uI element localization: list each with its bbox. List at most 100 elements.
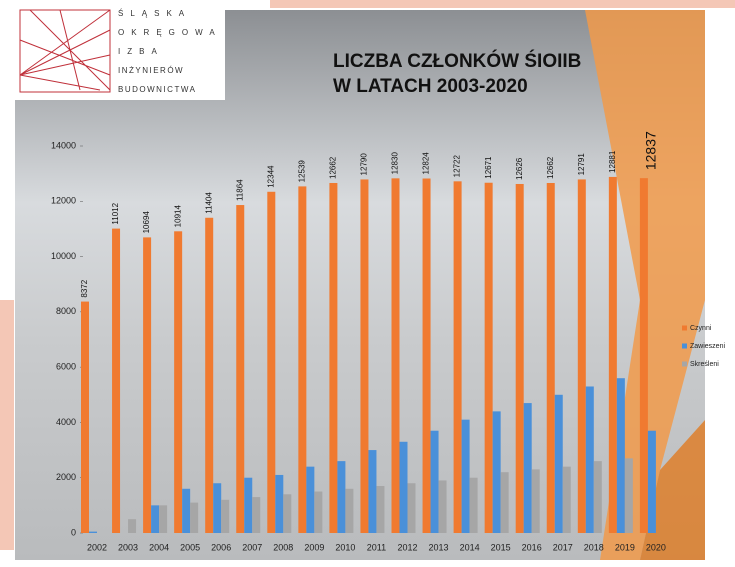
bar bbox=[298, 186, 307, 533]
legend-label: Zawieszeni bbox=[690, 343, 725, 350]
value-label: 10914 bbox=[173, 205, 182, 228]
value-label: 12791 bbox=[577, 153, 586, 176]
y-tick-label: 2000 bbox=[56, 472, 76, 482]
y-tick-label: 6000 bbox=[56, 362, 76, 372]
bar bbox=[577, 179, 586, 533]
value-label: 12881 bbox=[608, 150, 617, 173]
logo-box bbox=[15, 0, 225, 100]
bar bbox=[469, 477, 478, 533]
value-label: 12671 bbox=[484, 156, 493, 179]
bar bbox=[112, 228, 121, 533]
logo-line: INŻYNIERÓW bbox=[118, 66, 184, 75]
bar bbox=[244, 477, 253, 533]
bar bbox=[89, 531, 97, 533]
logo-line: ŚLĄSKA bbox=[118, 9, 191, 18]
bar bbox=[461, 419, 470, 533]
bar bbox=[213, 483, 222, 533]
bar bbox=[128, 519, 137, 533]
value-label: 12662 bbox=[546, 156, 555, 179]
legend-label: Czynni bbox=[690, 325, 712, 332]
bar bbox=[554, 394, 563, 533]
x-tick-label: 2004 bbox=[149, 542, 169, 552]
bar bbox=[624, 458, 633, 533]
x-tick-label: 2018 bbox=[584, 542, 604, 552]
x-tick-label: 2019 bbox=[615, 542, 635, 552]
logo-line: IZBA bbox=[118, 47, 164, 56]
bar bbox=[531, 469, 540, 533]
bar bbox=[639, 178, 648, 534]
bar bbox=[453, 181, 462, 533]
x-tick-label: 2006 bbox=[211, 542, 231, 552]
value-label: 11012 bbox=[111, 202, 120, 224]
value-label: 12837 bbox=[643, 131, 659, 170]
y-tick-label: 10000 bbox=[51, 251, 76, 261]
bar bbox=[407, 483, 416, 533]
x-tick-label: 2005 bbox=[180, 542, 200, 552]
bar bbox=[283, 494, 292, 533]
bar bbox=[182, 488, 191, 533]
value-label: 12662 bbox=[329, 156, 338, 179]
side-border bbox=[0, 300, 14, 550]
x-tick-label: 2011 bbox=[367, 542, 386, 552]
x-tick-label: 2009 bbox=[304, 542, 324, 552]
bar bbox=[345, 488, 354, 533]
x-tick-label: 2007 bbox=[242, 542, 262, 552]
bar bbox=[159, 505, 168, 533]
value-label: 11864 bbox=[235, 179, 244, 201]
value-label: 12722 bbox=[453, 155, 462, 178]
y-tick-label: 12000 bbox=[51, 196, 76, 206]
y-tick-label: 4000 bbox=[56, 417, 76, 427]
bar bbox=[430, 430, 439, 533]
bar bbox=[314, 491, 323, 533]
bar bbox=[585, 386, 594, 533]
bar bbox=[647, 430, 656, 533]
orange-decoration bbox=[640, 420, 705, 560]
legend-swatch bbox=[682, 325, 687, 331]
bar bbox=[329, 182, 338, 533]
bar bbox=[267, 191, 276, 534]
bar bbox=[236, 205, 245, 533]
value-label: 12824 bbox=[422, 152, 431, 175]
legend-swatch bbox=[682, 343, 687, 349]
bar bbox=[484, 182, 493, 533]
y-tick-label: 0 bbox=[71, 527, 76, 537]
value-label: 11404 bbox=[204, 192, 213, 214]
bar bbox=[368, 450, 377, 533]
bar bbox=[399, 441, 408, 533]
value-label: 10694 bbox=[142, 211, 151, 234]
value-label: 12626 bbox=[515, 157, 524, 180]
logo-line: BUDOWNICTWA bbox=[118, 85, 196, 94]
value-label: 12539 bbox=[297, 160, 306, 183]
y-tick-label: 14000 bbox=[51, 140, 76, 150]
bar bbox=[515, 183, 524, 533]
chart-title: W LATACH 2003-2020 bbox=[333, 76, 528, 97]
value-label: 12830 bbox=[391, 152, 400, 175]
chart-title: LICZBA CZŁONKÓW ŚIOIIB bbox=[333, 50, 581, 72]
legend-label: Skreśleni bbox=[690, 361, 719, 368]
x-tick-label: 2008 bbox=[273, 542, 293, 552]
y-tick-label: 8000 bbox=[56, 306, 76, 316]
value-label: 8372 bbox=[80, 279, 89, 297]
bar bbox=[337, 461, 346, 533]
bar bbox=[492, 411, 501, 533]
bar bbox=[143, 237, 152, 534]
bar bbox=[306, 466, 315, 533]
bar bbox=[562, 466, 571, 533]
x-tick-label: 2002 bbox=[87, 542, 107, 552]
bar bbox=[81, 301, 89, 533]
x-tick-label: 2017 bbox=[553, 542, 573, 552]
bar bbox=[593, 461, 602, 533]
x-tick-label: 2015 bbox=[491, 542, 511, 552]
bar bbox=[500, 472, 509, 533]
x-tick-label: 2012 bbox=[397, 542, 417, 552]
bar bbox=[391, 178, 400, 533]
x-tick-label: 2020 bbox=[646, 542, 666, 552]
bar bbox=[174, 231, 183, 534]
logo-mark bbox=[19, 9, 111, 93]
bar bbox=[608, 176, 617, 533]
logo-text: ŚLĄSKA OKRĘGOWA IZBA INŻYNIERÓW BUDOWNICTWA bbox=[118, 9, 215, 94]
bar bbox=[360, 179, 369, 533]
bar bbox=[438, 480, 447, 533]
bar bbox=[151, 505, 160, 533]
